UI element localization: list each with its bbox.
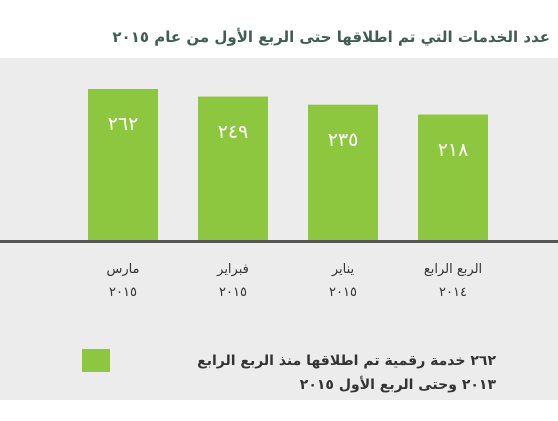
category-label: مارس ٢٠١٥ [106, 262, 140, 300]
value-label: ٢١٨ [437, 138, 469, 161]
bar [418, 114, 488, 241]
category-label: فبراير ٢٠١٥ [217, 262, 249, 300]
bar [88, 89, 158, 241]
category-label: يناير ٢٠١٥ [329, 262, 357, 300]
bar [198, 96, 268, 241]
value-label: ٢٣٥ [327, 128, 359, 151]
legend-swatch [82, 349, 110, 372]
baseline [0, 240, 558, 243]
value-label: ٢٤٩ [217, 120, 249, 143]
bar [308, 104, 378, 241]
value-label: ٢٦٢ [107, 113, 139, 135]
category-label: الربع الرابع ٢٠١٤ [423, 262, 483, 300]
chart-title: عدد الخدمات التي تم اطلاقها حتى الربع ال… [112, 28, 550, 46]
legend-text: ٢٦٢ خدمة رقمية تم اطلاقها منذ الربع الرا… [197, 353, 496, 393]
